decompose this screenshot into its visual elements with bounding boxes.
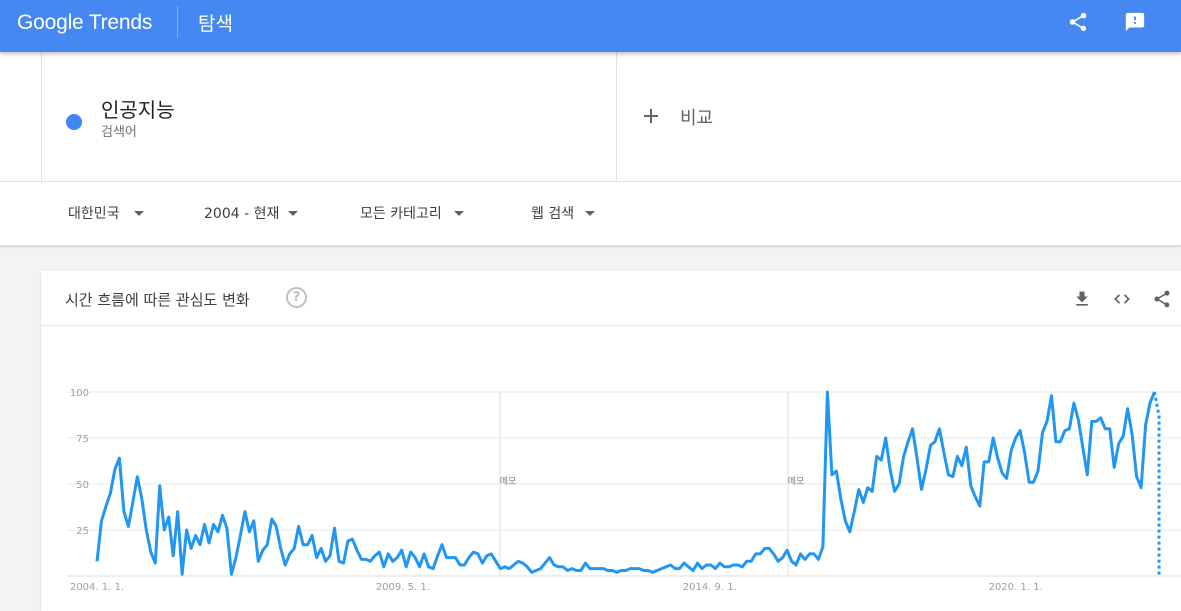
feedback-icon[interactable] [1123, 10, 1147, 34]
dropdown-arrow-icon [453, 210, 464, 216]
page-title: 탐색 [198, 13, 233, 35]
help-icon[interactable]: ? [286, 287, 307, 308]
search-term[interactable]: 인공지능 [101, 98, 175, 122]
filter-time-range[interactable]: 2004 - 현재 [204, 203, 299, 223]
y-tick-label: 50 [76, 480, 89, 491]
search-term-type: 검색어 [101, 125, 137, 140]
series-partial-line [1153, 391, 1161, 576]
interest-over-time-card: 시간 흐름에 따른 관심도 변화 ? [41, 271, 1181, 611]
annotation-label[interactable]: 메모 [500, 476, 517, 487]
compare-label: 비교 [680, 108, 714, 129]
y-tick-label: 100 [70, 388, 89, 399]
card-header: 시간 흐름에 따른 관심도 변화 ? [41, 271, 1181, 326]
dropdown-arrow-icon [133, 210, 144, 216]
plus-icon [642, 105, 662, 129]
filter-region-label: 대한민국 [68, 206, 120, 222]
header-divider [177, 6, 178, 38]
share-icon[interactable] [1066, 10, 1090, 34]
filter-region[interactable]: 대한민국 [68, 203, 144, 223]
annotation-label[interactable]: 메모 [788, 476, 805, 487]
download-icon[interactable] [1071, 288, 1093, 310]
search-term-card[interactable]: 인공지능 검색어 [41, 52, 617, 181]
filter-search-type-label: 웹 검색 [531, 206, 575, 222]
card-title: 시간 흐름에 따른 관심도 변화 [65, 291, 250, 309]
share-icon[interactable] [1151, 288, 1173, 310]
filter-divider [0, 181, 1181, 182]
dropdown-arrow-icon [585, 210, 596, 216]
filter-category[interactable]: 모든 카테고리 [360, 203, 464, 223]
filter-time-range-label: 2004 - 현재 [204, 206, 280, 222]
filter-search-type[interactable]: 웹 검색 [531, 203, 596, 223]
x-tick-label: 2009. 5. 1. [376, 582, 430, 593]
filter-category-label: 모든 카테고리 [360, 206, 442, 222]
term-color-dot [66, 114, 82, 130]
x-tick-label: 2004. 1. 1. [70, 582, 124, 593]
dropdown-arrow-icon [288, 210, 299, 216]
google-trends-logo[interactable]: Google Trends [17, 11, 153, 34]
x-tick-label: 2014. 9. 1. [683, 582, 737, 593]
series-line [95, 390, 1156, 576]
explore-panel: 인공지능 검색어 비교 대한민국 2004 - 현재 모든 카테고리 웹 검색 [0, 52, 1181, 246]
interest-line-chart[interactable]: 100 75 50 25 2004. 1. 1. 2009. 5. 1. 2014. 9. … [0, 0, 1181, 598]
embed-code-icon[interactable] [1111, 288, 1133, 310]
top-app-bar: Google Trends 탐색 [0, 0, 1181, 52]
y-tick-label: 75 [76, 434, 89, 445]
x-tick-label: 2020. 1. 1. [989, 582, 1043, 593]
compare-button[interactable]: 비교 [642, 104, 713, 130]
y-tick-label: 25 [76, 526, 89, 537]
